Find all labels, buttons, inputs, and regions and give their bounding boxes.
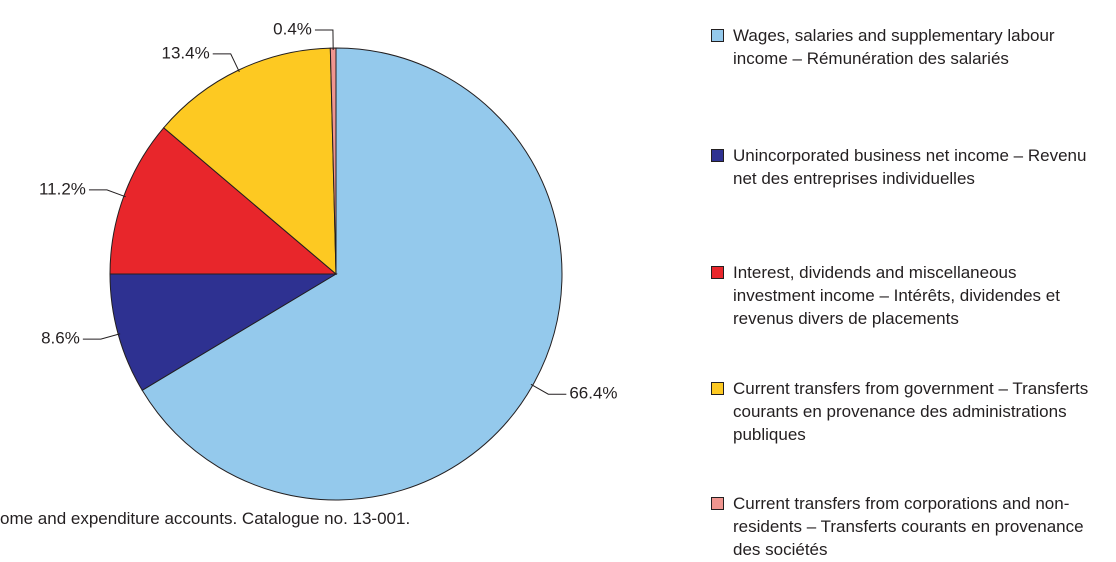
data-label: 8.6%	[41, 329, 80, 348]
leader-line	[82, 333, 121, 340]
data-label: 0.4%	[273, 20, 312, 39]
leader-line	[88, 189, 126, 198]
leader-line	[212, 53, 240, 73]
source-note: ome and expenditure accounts. Catalogue …	[0, 509, 411, 528]
data-label: 11.2%	[39, 179, 86, 198]
data-label: 13.4%	[162, 43, 210, 62]
leader-line	[314, 29, 334, 51]
data-label: 66.4%	[569, 384, 617, 403]
leader-line	[530, 383, 567, 395]
